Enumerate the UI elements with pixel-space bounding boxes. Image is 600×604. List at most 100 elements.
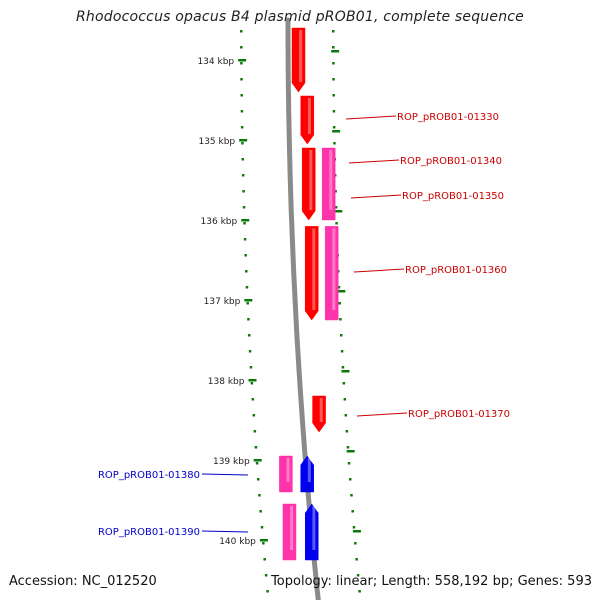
tick-label: 134 kbp [197, 57, 234, 67]
major-tick [248, 379, 257, 382]
gene-label: ROP_pROB01-01390 [98, 527, 200, 538]
minor-tick [240, 126, 244, 129]
label-leader-line [201, 530, 249, 533]
minor-tick [345, 430, 349, 433]
minor-tick [343, 398, 347, 401]
minor-tick [339, 318, 342, 321]
gene-feature [321, 147, 336, 221]
minor-tick [332, 62, 335, 65]
gene-feature [279, 455, 293, 493]
label-leader-line [353, 268, 405, 273]
minor-tick [247, 318, 250, 321]
minor-tick [242, 190, 245, 193]
gene-highlight [307, 458, 311, 482]
minor-tick [250, 382, 254, 385]
minor-tick [358, 590, 361, 593]
minor-tick [351, 510, 354, 513]
minor-tick [344, 414, 348, 417]
gene-label: ROP_pROB01-01330 [397, 112, 499, 123]
minor-tick [248, 350, 252, 353]
tick-label: 140 kbp [219, 537, 256, 547]
gene-highlight [286, 458, 290, 482]
minor-tick [339, 334, 343, 337]
minor-tick [243, 222, 246, 225]
tick-label: 137 kbp [204, 297, 241, 307]
minor-tick [332, 30, 335, 33]
minor-tick [251, 398, 255, 401]
major-tick [332, 130, 341, 133]
major-tick [253, 459, 262, 462]
minor-tick [245, 286, 249, 289]
minor-tick [240, 110, 244, 113]
minor-tick [240, 62, 243, 65]
gene-feature [291, 27, 306, 93]
gene-highlight [332, 228, 336, 310]
major-tick [346, 450, 355, 453]
minor-tick [341, 366, 345, 369]
minor-tick [240, 46, 243, 49]
tick-label: 135 kbp [198, 137, 235, 147]
minor-tick [356, 574, 360, 577]
gene-feature [304, 226, 319, 321]
gene-highlight [299, 30, 303, 82]
minor-tick [244, 254, 247, 257]
minor-tick [242, 206, 246, 209]
accession-text: Accession: NC_012520 [9, 574, 157, 589]
tick-label: 138 kbp [208, 377, 245, 387]
minor-tick [256, 478, 260, 481]
gene-highlight [312, 228, 316, 310]
major-tick [341, 370, 350, 373]
minor-tick [266, 590, 269, 593]
minor-tick [334, 190, 337, 193]
gene-labels: ROP_pROB01-01330 ROP_pROB01-01340 ROP_pROB… [98, 112, 510, 538]
gene-highlight [307, 98, 311, 134]
gene-highlight [319, 398, 323, 422]
gene-highlight [290, 506, 294, 550]
tick-label: 136 kbp [201, 217, 238, 227]
map-title: Rhodococcus opacus B4 plasmid pROB01, co… [76, 9, 524, 25]
major-tick [334, 210, 343, 213]
minor-tick [252, 414, 256, 417]
gene-feature [304, 503, 319, 561]
minor-tick [332, 94, 335, 97]
major-tick [238, 59, 247, 62]
minor-tick [255, 462, 259, 465]
scale-ticks: 134 kbp 135 kbp 136 kbp 137 kbp 138 kbp 139 k… [197, 30, 361, 593]
tick-label: 139 kbp [213, 457, 250, 467]
gene-label: ROP_pROB01-01350 [402, 191, 504, 202]
label-leader-line [345, 115, 397, 120]
gene-highlight [312, 506, 316, 550]
minor-tick [260, 526, 264, 529]
minor-tick [342, 382, 346, 385]
major-tick [259, 539, 268, 542]
minor-tick [262, 542, 265, 545]
minor-tick [354, 542, 357, 545]
gene-highlight [329, 150, 333, 210]
minor-tick [253, 430, 257, 433]
gene-label: ROP_pROB01-01380 [98, 470, 200, 481]
gene-label: ROP_pROB01-01360 [405, 265, 507, 276]
major-tick [241, 219, 250, 222]
minor-tick [249, 366, 253, 369]
minor-tick [332, 110, 336, 113]
minor-tick [241, 174, 245, 177]
summary-text: Topology: linear; Length: 558,192 bp; Ge… [271, 574, 592, 589]
label-leader-line [201, 473, 249, 476]
gene-feature [312, 395, 326, 433]
minor-tick [332, 46, 335, 49]
minor-tick [340, 350, 344, 353]
minor-tick [332, 126, 336, 129]
minor-tick [240, 30, 243, 33]
minor-tick [355, 558, 358, 561]
gene-feature [300, 95, 315, 145]
minor-tick [347, 462, 351, 465]
minor-tick [259, 510, 262, 513]
minor-tick [247, 334, 251, 337]
minor-tick [338, 302, 341, 305]
label-leader-line [348, 159, 400, 164]
sequence-backbone [285, 17, 321, 603]
minor-tick [254, 446, 258, 449]
minor-tick [264, 574, 268, 577]
major-tick [331, 50, 340, 53]
